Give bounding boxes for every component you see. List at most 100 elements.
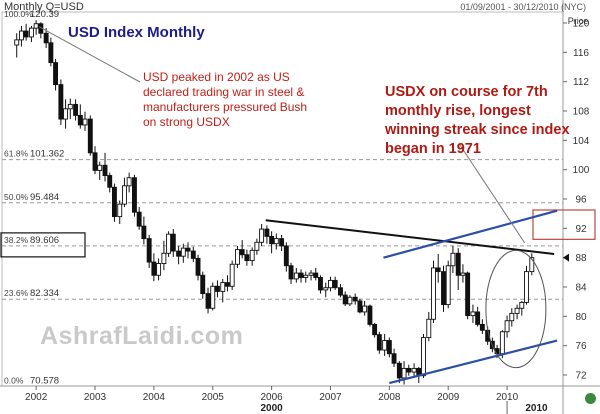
candle-down	[92, 152, 98, 171]
y-axis-label: Price	[568, 16, 589, 26]
candle-up	[529, 257, 535, 273]
candle-down	[146, 238, 152, 263]
candle-down	[205, 293, 211, 309]
candle-down	[170, 233, 176, 252]
candle-down	[244, 254, 250, 262]
x-tick-label: 2002	[25, 392, 48, 403]
y-tick-label: 96	[575, 195, 587, 206]
candle-down	[313, 272, 319, 278]
x-tick-label: 2010	[496, 392, 519, 403]
candle-down	[435, 267, 441, 273]
y-tick-label: 80	[575, 312, 587, 323]
candle-down	[391, 353, 397, 364]
candle-up	[180, 247, 186, 257]
candle-down	[342, 294, 348, 305]
y-tick-label: 72	[575, 371, 587, 382]
candle-up	[328, 279, 333, 289]
candle-up	[293, 272, 299, 280]
highlight-ellipse	[485, 249, 547, 369]
settings-icon[interactable]	[585, 393, 596, 404]
candle-up	[97, 164, 103, 171]
candle-up	[401, 367, 407, 379]
candle-down	[465, 272, 471, 317]
candle-down	[43, 32, 49, 44]
candle-down	[406, 367, 412, 373]
candle-up	[308, 272, 314, 276]
fib-pct-label: 38.2%	[4, 235, 29, 245]
candle-up	[117, 203, 123, 218]
candle-down	[367, 305, 373, 325]
y-tick-label: 104	[573, 136, 590, 147]
candle-down	[48, 42, 54, 64]
candle-up	[249, 249, 255, 262]
candle-down	[318, 277, 323, 291]
candle-up	[121, 185, 127, 205]
candle-up	[514, 307, 520, 314]
candle-down	[288, 265, 294, 280]
candle-down	[107, 175, 113, 188]
y-tick-label: 120	[573, 19, 590, 30]
trendline-channel-upper	[383, 209, 558, 259]
fib-pct-label: 100.0%	[4, 9, 33, 19]
candle-down	[77, 114, 83, 126]
candle-up	[499, 331, 505, 355]
candle-up	[235, 249, 240, 265]
candle-up	[82, 118, 88, 126]
x-tick-label: 2008	[378, 392, 401, 403]
watermark: AshrafLaidi.com	[40, 322, 244, 350]
candle-down	[136, 211, 142, 227]
candle-up	[450, 252, 456, 267]
fib-pct-label: 61.8%	[4, 149, 29, 159]
candle-up	[254, 241, 260, 251]
candle-up	[323, 287, 329, 291]
candle-up	[445, 265, 451, 306]
candle-up	[460, 272, 466, 276]
candle-up	[470, 311, 476, 317]
candle-down	[264, 228, 270, 237]
candle-up	[33, 23, 39, 29]
candle-up	[210, 285, 216, 309]
candle-up	[161, 252, 167, 264]
candle-up	[18, 30, 24, 41]
candle-down	[53, 62, 59, 86]
candle-down	[239, 249, 245, 256]
y-tick-label: 100	[573, 165, 590, 176]
y-tick-label: 76	[575, 341, 587, 352]
candle-down	[23, 30, 29, 38]
candle-down	[58, 84, 64, 120]
candle-down	[372, 323, 378, 336]
candle-up	[156, 263, 162, 276]
chart-title: USD Index Monthly	[68, 24, 205, 41]
candle-down	[332, 279, 338, 289]
candle-down	[111, 186, 117, 218]
candle-up	[28, 27, 34, 38]
candle-down	[357, 300, 363, 313]
candle-down	[87, 118, 93, 154]
fib-value-label: 82.334	[30, 288, 59, 299]
trendline-channel-lower	[389, 339, 558, 385]
pointer-line-streak	[459, 144, 526, 244]
x-tick-label: 2007	[319, 392, 342, 403]
candle-down	[215, 285, 220, 292]
candle-up	[362, 305, 368, 313]
candle-down	[279, 238, 285, 247]
candle-up	[524, 271, 529, 303]
candle-up	[431, 267, 436, 320]
y-tick-label: 108	[573, 107, 590, 118]
x-bottom-label: 2000	[260, 403, 283, 414]
candle-up	[382, 340, 388, 351]
x-tick-label: 2003	[84, 392, 107, 403]
y-tick-label: 92	[575, 224, 587, 235]
candle-up	[14, 39, 20, 46]
fib-pct-label: 50.0%	[4, 192, 29, 202]
candle-up	[259, 228, 265, 243]
fib-value-label: 70.578	[30, 375, 59, 386]
candle-up	[509, 312, 515, 322]
candle-down	[73, 103, 79, 116]
candle-down	[386, 340, 392, 355]
candle-down	[151, 261, 157, 276]
candle-down	[269, 235, 275, 245]
candle-down	[396, 362, 402, 379]
y-tick-label: 112	[573, 77, 589, 88]
candle-up	[426, 318, 432, 339]
